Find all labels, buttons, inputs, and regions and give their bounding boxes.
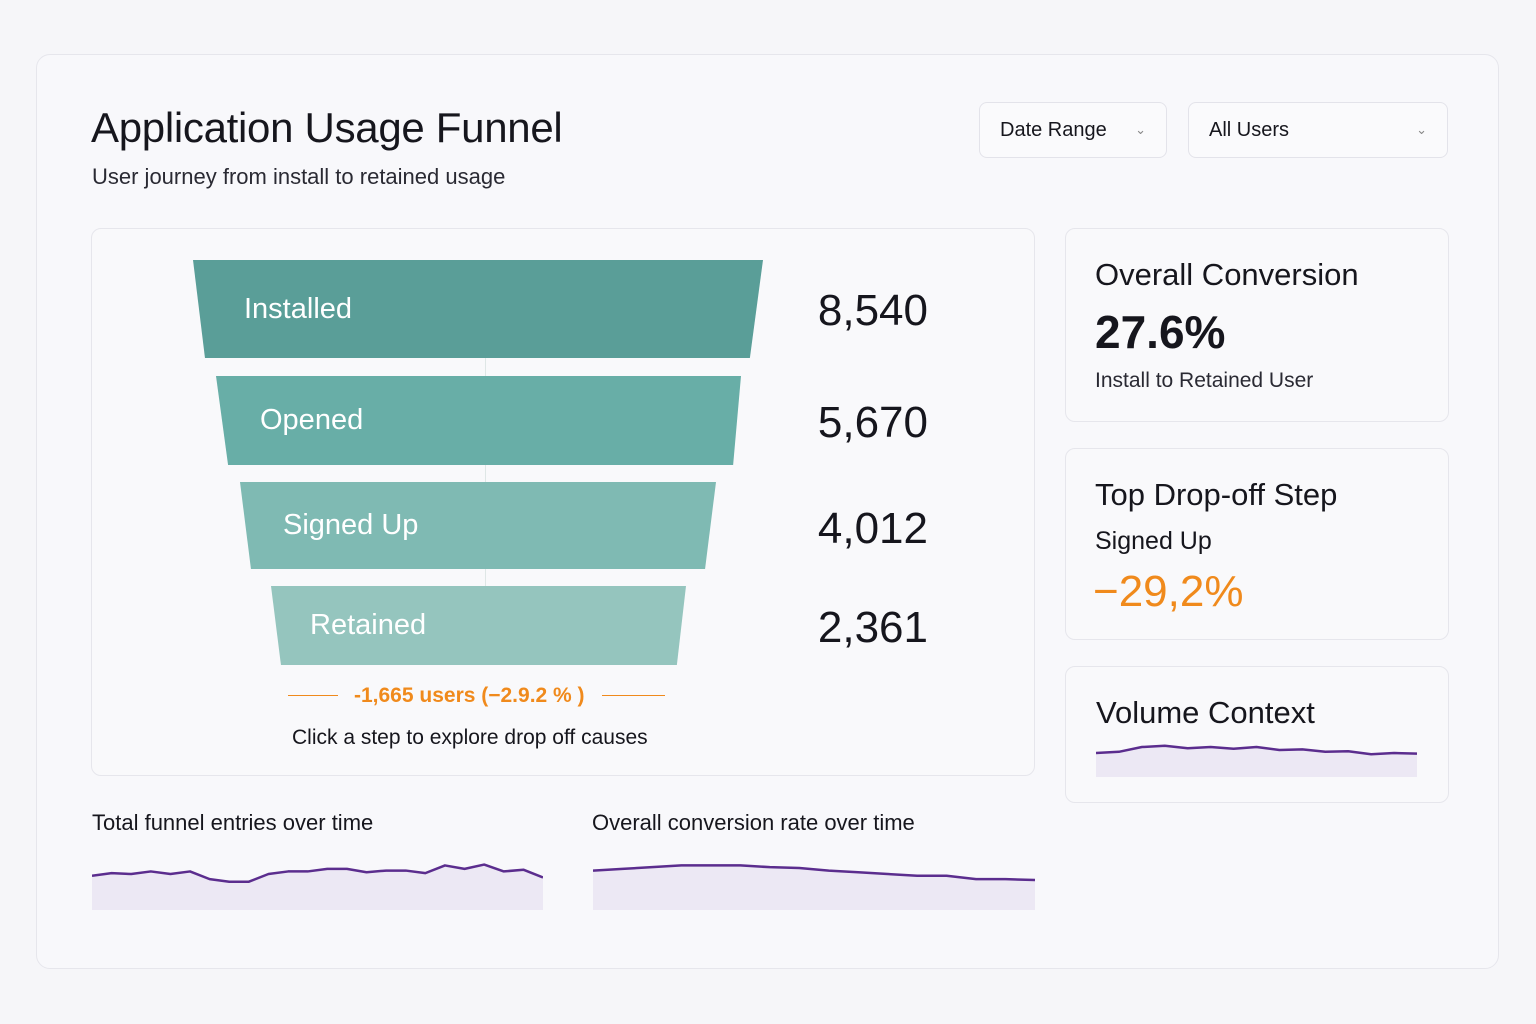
volume-context-card: Volume Context <box>1065 666 1449 803</box>
page-title: Application Usage Funnel <box>91 104 563 151</box>
kpi-caption: Install to Retained User <box>1095 369 1314 392</box>
overall-conversion-card: Overall Conversion 27.6% Install to Reta… <box>1065 228 1449 422</box>
entries-chart-title: Total funnel entries over time <box>92 810 374 835</box>
date-range-dropdown[interactable]: Date Range ⌄ <box>979 102 1167 158</box>
top-dropoff-card: Top Drop-off Step Signed Up −29,2% <box>1065 448 1449 640</box>
page-subtitle: User journey from install to retained us… <box>92 164 506 189</box>
sparkline-line <box>593 864 1035 882</box>
step-label: Installed <box>244 292 353 325</box>
segment-label: All Users <box>1209 118 1290 141</box>
divider-line <box>602 695 665 696</box>
kpi-value: 27.6% <box>1095 306 1226 358</box>
conversion-chart-title: Overall conversion rate over time <box>592 810 915 835</box>
step-value-opened: 5,670 <box>817 398 928 447</box>
conversion-sparkline <box>593 864 1035 910</box>
step-label: Opened <box>260 404 364 436</box>
sparkline-area <box>92 864 543 910</box>
step-value-retained: 2,361 <box>817 603 928 652</box>
step-value-installed: 8,540 <box>817 286 928 335</box>
volume-sparkline <box>1096 744 1417 777</box>
step-label: Signed Up <box>283 509 419 541</box>
funnel-axis <box>485 358 486 586</box>
funnel-step-signed-up[interactable]: Signed Up <box>240 482 716 569</box>
funnel-step-installed[interactable]: Installed <box>193 260 763 358</box>
dropoff-value: −29,2% <box>1093 567 1244 616</box>
sparkline-area <box>593 865 1035 910</box>
chevron-down-icon: ⌄ <box>1135 122 1146 137</box>
sparkline-line <box>92 863 543 883</box>
date-range-label: Date Range <box>1000 118 1107 141</box>
dropoff-summary: -1,665 users (−2.9.2 % ) <box>354 684 585 707</box>
sparkline-line <box>1096 744 1417 756</box>
step-label: Retained <box>310 609 427 641</box>
sparkline-area <box>1096 745 1417 777</box>
step-value-signed-up: 4,012 <box>817 504 928 553</box>
dropoff-step: Signed Up <box>1095 527 1212 555</box>
chevron-down-icon: ⌄ <box>1416 122 1427 137</box>
segment-dropdown[interactable]: All Users ⌄ <box>1188 102 1448 158</box>
funnel-hint: Click a step to explore drop off causes <box>292 726 648 749</box>
entries-sparkline <box>92 863 543 910</box>
divider-line <box>288 695 338 696</box>
funnel-step-retained[interactable]: Retained <box>271 586 686 665</box>
kpi-title: Overall Conversion <box>1095 257 1359 292</box>
kpi-title: Volume Context <box>1096 695 1315 730</box>
funnel-step-opened[interactable]: Opened <box>216 376 741 465</box>
kpi-title: Top Drop-off Step <box>1095 477 1338 512</box>
